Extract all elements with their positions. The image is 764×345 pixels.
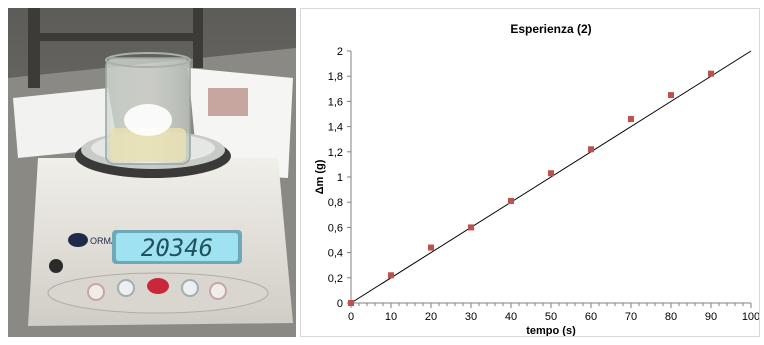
data-point [548,170,554,177]
scatter-chart: Esperienza (2) 0 0,2 0,4 0,6 0,8 1 1,2 1,4 1,6 1,… [314,22,759,336]
keypad-button-mode [209,282,227,300]
y-tick-label: 0,8 [328,197,343,209]
data-point [388,272,394,279]
y-tick-label: 1,6 [328,96,343,108]
brand-logo-icon [68,233,88,247]
data-point [708,70,714,77]
keypad-button-tare [147,278,169,294]
y-axis-title: Δm (g) [314,159,326,194]
keypad-button-up [181,279,199,297]
x-tick-label: 60 [585,311,597,323]
trendline [350,50,752,304]
y-tick-label: 1,2 [328,147,343,159]
x-tick-label: 90 [705,311,717,323]
y-tick-label: 0,4 [328,248,343,260]
x-tick-label: 10 [385,311,397,323]
x-tick-label: 80 [665,311,677,323]
keypad-button-1 [87,283,105,301]
brand-logo-text: ORMA [90,236,117,246]
balance-photo: ORMA 20346 [8,8,296,337]
power-button [49,259,63,273]
data-point [628,116,634,123]
x-tick-label: 70 [625,311,637,323]
y-tick-label: 1,8 [328,71,343,83]
data-point [588,146,594,153]
x-tick-label: 0 [348,311,354,323]
y-tick-label: 0 [337,298,343,310]
chart-panel: Esperienza (2) 0 0,2 0,4 0,6 0,8 1 1,2 1,4 1,6 1,… [300,8,760,337]
y-tick-label: 1 [337,172,343,184]
balance-photo-illustration: ORMA 20346 [8,8,296,337]
x-axis-title: tempo (s) [526,325,576,336]
lcd-display [116,233,238,261]
y-tick-label: 1,4 [328,122,343,134]
data-point [428,244,434,251]
y-tick-label: 0,6 [328,222,343,234]
chart-title: Esperienza (2) [510,22,591,36]
data-point [348,300,354,306]
keypad-button-2 [117,279,135,297]
y-tick-label: 0,2 [328,273,343,285]
x-tick-label: 30 [465,311,477,323]
y-tick-label: 2 [337,46,343,58]
data-point [508,197,514,204]
x-tick-label: 50 [545,311,557,323]
plot-area: 00,20,40,60,811,21,41,61,820 10 20 30 40 50 60… [328,46,759,323]
x-tick-label: 40 [505,311,517,323]
data-point [468,224,474,231]
x-tick-label: 20 [425,311,437,323]
data-point [668,92,674,99]
x-tick-label: 100 [742,311,759,323]
lcd-value: 20346 [141,234,213,262]
